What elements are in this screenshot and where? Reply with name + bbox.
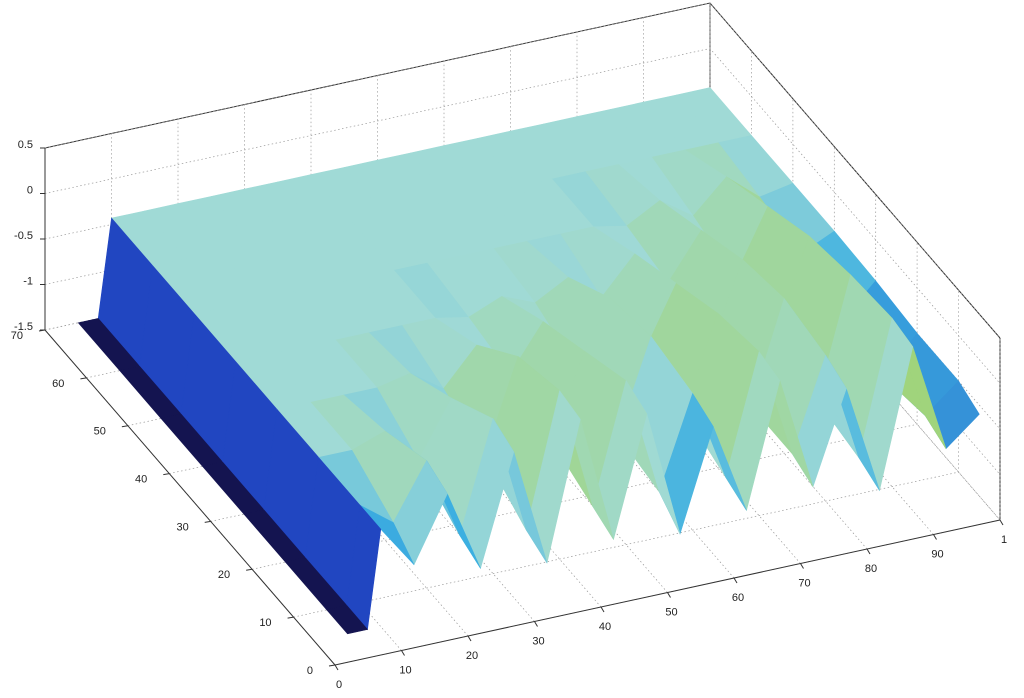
y-tick bbox=[121, 425, 128, 428]
grid-line bbox=[44, 2, 1001, 339]
y-tick-label: 10 bbox=[259, 617, 271, 629]
z-tick-label: -1 bbox=[23, 275, 33, 287]
grid-line bbox=[709, 3, 1001, 521]
y-tick-label: 60 bbox=[52, 378, 64, 390]
y-tick-label: 50 bbox=[94, 426, 106, 438]
x-tick bbox=[467, 635, 472, 642]
x-tick-label: 70 bbox=[798, 577, 810, 589]
y-tick-label: 40 bbox=[135, 473, 147, 485]
x-tick bbox=[800, 563, 804, 569]
x-tick-label: 0 bbox=[336, 679, 342, 691]
z-tick-label: 0 bbox=[27, 184, 33, 196]
grid-line bbox=[643, 17, 934, 535]
x-tick bbox=[334, 664, 339, 671]
x-tick-label: 10 bbox=[399, 664, 411, 676]
z-tick-label: -0.5 bbox=[14, 230, 33, 242]
x-tick-label: 20 bbox=[466, 650, 478, 662]
x-tick-label: 30 bbox=[532, 635, 544, 647]
grid-line bbox=[576, 32, 868, 550]
grid-line bbox=[310, 90, 602, 608]
grid-line bbox=[510, 46, 801, 564]
surface-patch bbox=[326, 605, 369, 635]
y-tick bbox=[204, 520, 211, 523]
z-tick-label: -1.5 bbox=[14, 321, 33, 333]
y-tick bbox=[80, 377, 87, 380]
x-tick bbox=[401, 650, 405, 656]
y-tick bbox=[287, 616, 294, 619]
x-tick-label: 1 bbox=[1001, 534, 1007, 546]
y-tick bbox=[246, 568, 253, 571]
x-tick bbox=[999, 519, 1004, 526]
grid-line bbox=[443, 61, 735, 579]
x-tick bbox=[933, 534, 937, 540]
y-tick bbox=[163, 473, 170, 476]
x-tick-label: 50 bbox=[665, 606, 677, 618]
x-tick bbox=[733, 577, 738, 584]
x-tick bbox=[667, 592, 671, 598]
grid-line bbox=[177, 119, 469, 637]
y-tick-label: 0 bbox=[307, 665, 313, 677]
y-tick-label: 70 bbox=[11, 330, 23, 342]
y-tick-label: 20 bbox=[218, 569, 230, 581]
y-tick-label: 30 bbox=[176, 521, 188, 533]
x-tick-label: 60 bbox=[732, 592, 744, 604]
x-tick bbox=[600, 606, 605, 613]
x-tick bbox=[534, 621, 538, 627]
z-tick-label: 0.5 bbox=[18, 139, 33, 151]
grid-line bbox=[44, 48, 1001, 384]
grid-line bbox=[111, 133, 402, 651]
grid-line bbox=[244, 104, 535, 622]
x-tick-label: 80 bbox=[865, 563, 877, 575]
grid-line bbox=[377, 75, 668, 593]
y-tick bbox=[328, 664, 336, 667]
y-axis bbox=[44, 329, 336, 666]
x-tick bbox=[866, 548, 871, 555]
x-tick-label: 90 bbox=[931, 548, 943, 560]
x-tick-label: 40 bbox=[599, 621, 611, 633]
